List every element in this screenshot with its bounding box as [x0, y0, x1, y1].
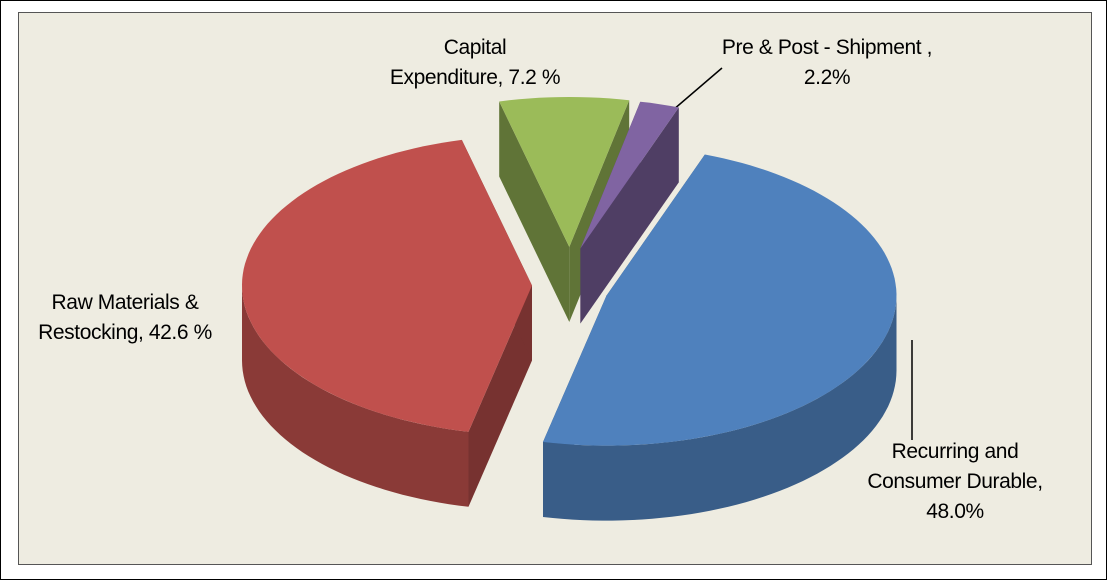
slice — [543, 154, 897, 446]
data-label: Recurring and Consumer Durable, 48.0% — [867, 440, 1043, 523]
data-label: Capital Expenditure, 7.2 % — [389, 36, 561, 89]
slice — [242, 139, 532, 432]
data-label: Pre & Post - Shipment , 2.2% — [721, 36, 933, 89]
slice-side — [499, 101, 570, 322]
slice-side — [543, 295, 897, 521]
slice — [580, 101, 679, 249]
slice-side — [468, 285, 532, 507]
data-label: Raw Materials & Restocking, 42.6 % — [38, 291, 212, 344]
slice-side — [580, 107, 679, 324]
slice-side — [242, 285, 469, 507]
slice — [499, 97, 630, 247]
